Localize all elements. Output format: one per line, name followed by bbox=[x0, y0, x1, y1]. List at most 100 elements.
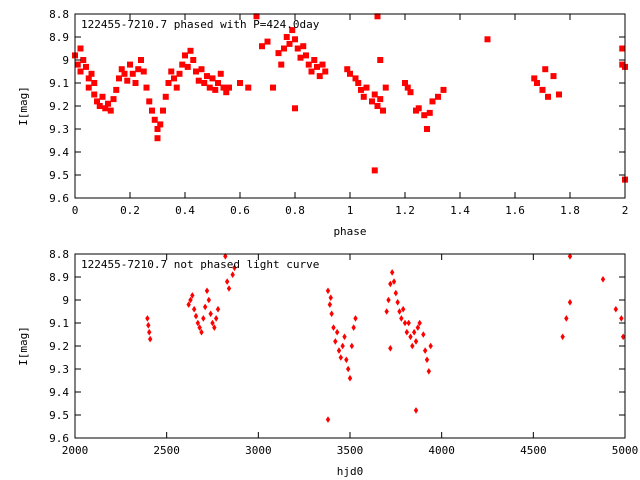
phased-data-point bbox=[204, 73, 210, 80]
phased-data-point bbox=[237, 80, 243, 86]
phased-chart-title: 122455-7210.7 phased with P=424.0day bbox=[81, 18, 320, 31]
phased-data-point bbox=[94, 98, 100, 105]
unphased-data-point bbox=[411, 328, 417, 336]
phased-data-point bbox=[308, 68, 315, 75]
phased-data-point bbox=[212, 86, 219, 93]
unphased-data-point bbox=[353, 315, 358, 322]
phased-data-point bbox=[102, 105, 109, 112]
phased-data-point bbox=[154, 135, 161, 142]
unphased-data-point bbox=[208, 310, 213, 318]
phased-data-point bbox=[344, 66, 351, 73]
unphased-data-point bbox=[325, 416, 331, 423]
unphased-chart-title: 122455-7210.7 not phased light curve bbox=[81, 258, 319, 271]
unphased-data-point bbox=[342, 333, 347, 341]
phased-plot-frame bbox=[74, 13, 626, 199]
unphased-data-point bbox=[404, 328, 410, 336]
phased-y-tick-label: 9.2 bbox=[49, 100, 69, 113]
unphased-data-points bbox=[145, 253, 626, 423]
phased-data-point bbox=[352, 75, 359, 82]
phased-data-point bbox=[182, 52, 188, 59]
unphased-x-tick-label: 2000 bbox=[62, 444, 89, 457]
phased-data-point bbox=[135, 66, 142, 73]
phased-data-point bbox=[363, 84, 370, 91]
phased-light-curve-panel: 0 0.2 0.4 0.6 0.8 1 1.2 1.4 1.6 1.8 2 8.8 8.9 9 9.1 9.… bbox=[17, 8, 628, 238]
phased-data-point bbox=[347, 70, 353, 77]
phased-data-point bbox=[154, 126, 161, 132]
unphased-data-point bbox=[329, 310, 334, 318]
phased-data-point bbox=[371, 167, 378, 174]
phased-data-point bbox=[220, 84, 227, 91]
phased-data-point bbox=[319, 61, 326, 68]
phased-y-tick-label: 9.3 bbox=[49, 123, 69, 136]
phased-y-tick-label: 9.1 bbox=[49, 77, 69, 90]
unphased-data-point bbox=[327, 301, 333, 308]
unphased-data-point bbox=[147, 335, 153, 343]
phased-x-tick-label: 1.2 bbox=[395, 204, 415, 217]
unphased-data-point bbox=[402, 319, 408, 327]
phased-data-point bbox=[129, 70, 136, 77]
phased-data-point bbox=[300, 43, 307, 50]
unphased-y-tick-label: 9 bbox=[62, 294, 69, 307]
phased-data-point bbox=[190, 57, 197, 63]
unphased-x-axis-label: hjd0 bbox=[337, 465, 364, 478]
phased-data-point bbox=[358, 86, 364, 93]
phased-data-point bbox=[542, 66, 549, 73]
unphased-data-point bbox=[397, 308, 402, 315]
phased-data-point bbox=[165, 80, 172, 86]
phased-data-point bbox=[374, 103, 381, 109]
phased-data-point bbox=[195, 77, 202, 84]
phased-data-point bbox=[322, 68, 329, 75]
phased-data-point bbox=[187, 47, 194, 54]
phased-data-point bbox=[374, 13, 381, 20]
unphased-data-point bbox=[338, 354, 344, 361]
unphased-y-tick-label: 8.8 bbox=[49, 248, 69, 261]
unphased-y-tick-label: 9.1 bbox=[49, 317, 69, 330]
phased-data-point bbox=[429, 98, 436, 105]
unphased-data-point bbox=[201, 315, 206, 322]
phased-y-tick-label: 9.6 bbox=[49, 192, 69, 205]
phased-y-ticks: 8.8 8.9 9 9.1 9.2 9.3 9.4 9.5 9.6 bbox=[49, 8, 625, 205]
phased-data-point bbox=[286, 40, 293, 47]
phased-data-point bbox=[80, 57, 87, 63]
unphased-data-point bbox=[325, 287, 331, 295]
phased-data-point bbox=[176, 70, 183, 77]
unphased-data-point bbox=[408, 333, 413, 341]
phased-y-tick-label: 9.5 bbox=[49, 169, 69, 182]
phased-data-point bbox=[484, 36, 491, 43]
phased-x-tick-label: 1.6 bbox=[505, 204, 525, 217]
phased-data-point bbox=[289, 27, 296, 34]
unphased-data-point bbox=[199, 328, 204, 336]
unphased-data-point bbox=[413, 338, 419, 345]
unphased-data-point bbox=[428, 342, 433, 350]
unphased-data-point bbox=[426, 368, 432, 375]
phased-data-point bbox=[253, 13, 260, 20]
unphased-data-point bbox=[147, 328, 152, 336]
unphased-data-point bbox=[215, 305, 221, 313]
unphased-data-point bbox=[422, 347, 428, 354]
phased-data-point bbox=[369, 98, 375, 105]
phased-data-point bbox=[426, 109, 433, 116]
unphased-data-point bbox=[336, 347, 342, 354]
phased-data-point bbox=[107, 107, 114, 114]
phased-data-point bbox=[619, 45, 626, 52]
phased-data-point bbox=[168, 68, 175, 75]
phased-x-tick-label: 1.4 bbox=[450, 204, 470, 217]
unphased-data-point bbox=[388, 280, 393, 288]
phased-data-point bbox=[85, 75, 92, 82]
phased-data-point bbox=[124, 77, 131, 84]
phased-data-point bbox=[91, 91, 98, 98]
phased-data-point bbox=[531, 75, 538, 82]
unphased-data-point bbox=[146, 322, 151, 329]
unphased-data-point bbox=[391, 278, 397, 285]
unphased-y-tick-label: 9.6 bbox=[49, 432, 69, 445]
phased-data-point bbox=[206, 84, 213, 91]
unphased-data-point bbox=[195, 319, 201, 327]
phased-data-point bbox=[421, 112, 428, 119]
phased-data-point bbox=[556, 91, 562, 98]
phased-data-point bbox=[215, 80, 221, 86]
phased-data-point bbox=[297, 54, 304, 61]
phased-data-point bbox=[151, 116, 158, 123]
phased-data-point bbox=[355, 80, 362, 86]
unphased-data-point bbox=[210, 319, 215, 327]
phased-data-point bbox=[77, 45, 84, 52]
